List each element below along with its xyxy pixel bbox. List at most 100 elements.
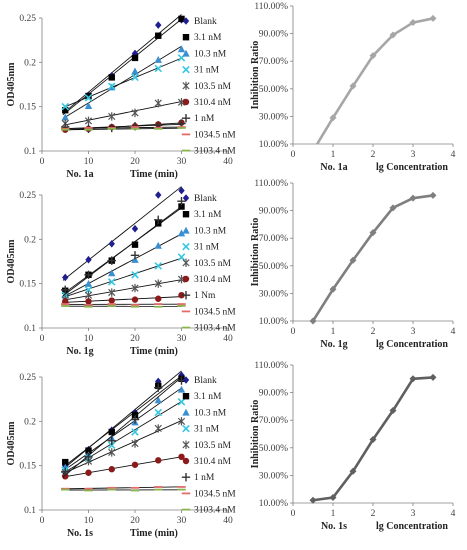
legend-label: Blank bbox=[194, 17, 217, 27]
data-point bbox=[85, 298, 92, 305]
inhibition-panel-6: 0 1 2 3 4 10.00% 30.00% 50.00% 70.00% 90.00% 110.0… bbox=[250, 361, 456, 532]
data-point bbox=[62, 107, 69, 114]
data-point bbox=[429, 373, 437, 381]
data-point bbox=[155, 191, 162, 199]
panel-label: No. 1a bbox=[320, 162, 347, 173]
data-point bbox=[178, 291, 185, 299]
x-tick-label: 0 bbox=[291, 150, 296, 160]
legend-marker bbox=[182, 242, 190, 251]
y-tick-label: 0.1 bbox=[24, 147, 36, 157]
legend-label: 3.1 nM bbox=[194, 210, 222, 220]
data-point bbox=[131, 54, 139, 62]
x-tick-label: 3 bbox=[411, 509, 416, 519]
data-point bbox=[154, 64, 163, 73]
x-tick-label: 1 bbox=[331, 150, 336, 160]
od-panel-1: 0 10 20 30 40 0.1 0.15 0.2 0.25 No. 1a Time (min) O… bbox=[6, 14, 236, 180]
data-point bbox=[155, 32, 162, 39]
y-tick-label: 0.2 bbox=[24, 58, 36, 68]
series-8 bbox=[61, 303, 186, 306]
series-9 bbox=[61, 127, 186, 131]
series-line bbox=[311, 194, 434, 321]
y-axis-title: Inhibition Ratio bbox=[250, 41, 261, 110]
x-tick-label: 10 bbox=[84, 516, 94, 526]
x-tick-label: 0 bbox=[40, 157, 45, 167]
series-line bbox=[315, 17, 434, 144]
trendline bbox=[62, 296, 182, 303]
legend-marker bbox=[182, 376, 190, 384]
legend-marker bbox=[182, 34, 190, 41]
x-tick-label: 1 bbox=[331, 327, 336, 337]
data-point bbox=[108, 269, 116, 277]
y-tick-label: 70.00% bbox=[259, 234, 288, 244]
legend-label: 310.4 nM bbox=[194, 98, 232, 108]
x-tick-label: 2 bbox=[371, 509, 376, 519]
y-tick-label: 10.00% bbox=[259, 499, 288, 509]
legend-label: 3.1 nM bbox=[194, 392, 222, 402]
legend-label: Blank bbox=[194, 194, 217, 204]
x-tick-label: 4 bbox=[451, 509, 456, 519]
trendline bbox=[62, 456, 182, 478]
y-tick-label: 10.00% bbox=[259, 140, 288, 150]
data-point bbox=[349, 82, 357, 90]
legend-marker bbox=[182, 49, 190, 57]
legend-marker bbox=[182, 408, 190, 416]
data-point bbox=[177, 385, 186, 393]
data-point bbox=[84, 102, 93, 109]
y-tick-label: 0.2 bbox=[24, 417, 36, 427]
data-point bbox=[131, 461, 139, 468]
x-tick-label: 40 bbox=[223, 516, 233, 526]
x-tick-label: 40 bbox=[223, 157, 233, 167]
data-point bbox=[108, 112, 116, 121]
data-point bbox=[409, 375, 417, 383]
x-axis-title: Time (min) bbox=[130, 528, 178, 539]
panel-label: No. 1s bbox=[321, 521, 347, 532]
data-point bbox=[154, 241, 162, 249]
legend-marker bbox=[182, 226, 190, 234]
data-point bbox=[107, 256, 116, 265]
legend-label: 3.1 nM bbox=[194, 33, 222, 43]
trendline bbox=[62, 18, 182, 116]
panel-label: No. 1s bbox=[67, 528, 93, 539]
x-tick-label: 4 bbox=[451, 150, 456, 160]
x-tick-label: 4 bbox=[451, 327, 456, 337]
series-4 bbox=[61, 54, 186, 111]
y-tick-label: 70.00% bbox=[259, 57, 288, 67]
data-point bbox=[84, 290, 93, 300]
data-point bbox=[329, 114, 337, 122]
legend-marker bbox=[181, 291, 191, 300]
data-point bbox=[108, 239, 115, 248]
trendline bbox=[62, 279, 182, 301]
data-point bbox=[178, 186, 185, 195]
legend-marker bbox=[182, 393, 190, 400]
series-1 bbox=[62, 186, 185, 282]
y-axis-title: Inhibition Ratio bbox=[250, 218, 261, 287]
series-8 bbox=[61, 486, 186, 490]
data-point bbox=[131, 224, 139, 233]
data-point bbox=[108, 288, 116, 297]
legend-label: 1 Nm bbox=[194, 291, 216, 301]
legend-label: 1034.5 nM bbox=[194, 307, 236, 317]
data-point bbox=[61, 102, 70, 111]
trendline bbox=[62, 257, 182, 298]
y-tick-label: 0.15 bbox=[19, 280, 36, 290]
legend-label: 3103.4 nM bbox=[194, 506, 236, 516]
series-2 bbox=[62, 15, 185, 116]
inhibition-panel-2: 0 1 2 3 4 10.00% 30.00% 50.00% 70.00% 90.00% 110.0… bbox=[250, 2, 456, 173]
x-tick-label: 30 bbox=[177, 157, 187, 167]
legend-marker bbox=[181, 473, 191, 482]
legend-label: 103.5 nM bbox=[194, 259, 232, 269]
y-tick-label: 0.1 bbox=[24, 324, 36, 334]
data-point bbox=[131, 428, 139, 436]
y-axis-title: OD405nm bbox=[6, 421, 17, 466]
x-tick-label: 0 bbox=[40, 334, 45, 344]
panel-label: No. 1g bbox=[66, 346, 93, 357]
y-tick-label: 50.00% bbox=[259, 85, 288, 95]
x-axis-title: lg Concentration bbox=[376, 339, 448, 350]
data-point bbox=[108, 74, 115, 81]
trendline bbox=[62, 376, 182, 478]
data-point bbox=[178, 15, 185, 23]
x-tick-label: 10 bbox=[84, 334, 94, 344]
data-point bbox=[155, 295, 162, 302]
data-point bbox=[108, 297, 115, 304]
data-point bbox=[62, 273, 69, 282]
